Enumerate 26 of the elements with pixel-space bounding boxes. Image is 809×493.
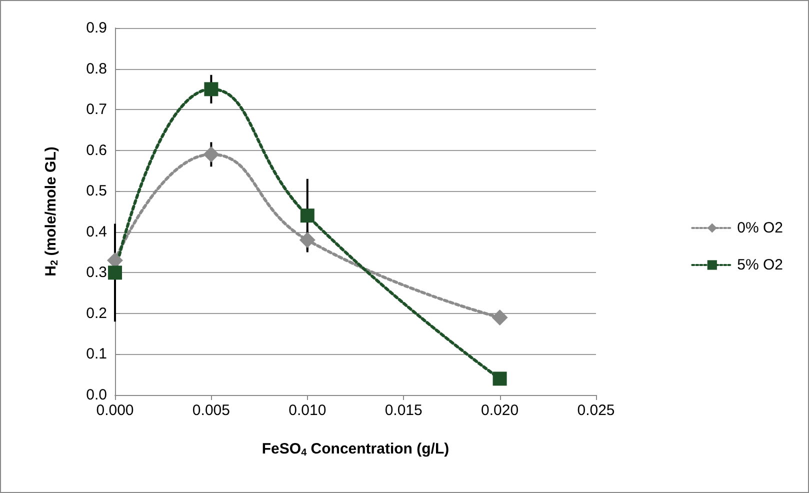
x-tick-label: 0.000 xyxy=(96,402,134,419)
point xyxy=(204,82,218,96)
y-tick-label: 0.5 xyxy=(86,182,107,200)
point xyxy=(108,266,122,280)
point xyxy=(300,208,314,223)
x-tick-label: 0.025 xyxy=(577,402,615,419)
point xyxy=(492,372,507,386)
y-tick-label: 0.6 xyxy=(86,142,107,159)
y-tick-label: 0.8 xyxy=(86,60,107,78)
x-tick-label: 0.020 xyxy=(481,402,519,419)
y-tick-label: 0.7 xyxy=(86,101,107,118)
y-axis-title: H2 (mole/mole GL) xyxy=(42,146,60,276)
x-tick-label: 0.005 xyxy=(192,402,230,419)
y-tick-label: 0.0 xyxy=(86,386,107,404)
legend-label: 0% O2 xyxy=(737,220,784,236)
y-tick-label: 0.4 xyxy=(86,223,107,240)
y-tick-label: 0.1 xyxy=(86,346,107,363)
legend-label: 5% O2 xyxy=(737,256,784,274)
point xyxy=(492,310,508,326)
x-tick-label: 0.015 xyxy=(384,402,422,419)
point xyxy=(203,146,220,162)
x-tick-label: 0.010 xyxy=(288,402,326,419)
y-tick-label: 0.9 xyxy=(86,20,107,36)
y-tick-label: 0.3 xyxy=(86,264,107,282)
point xyxy=(299,232,316,248)
y-tick-label: 0.2 xyxy=(86,304,107,322)
